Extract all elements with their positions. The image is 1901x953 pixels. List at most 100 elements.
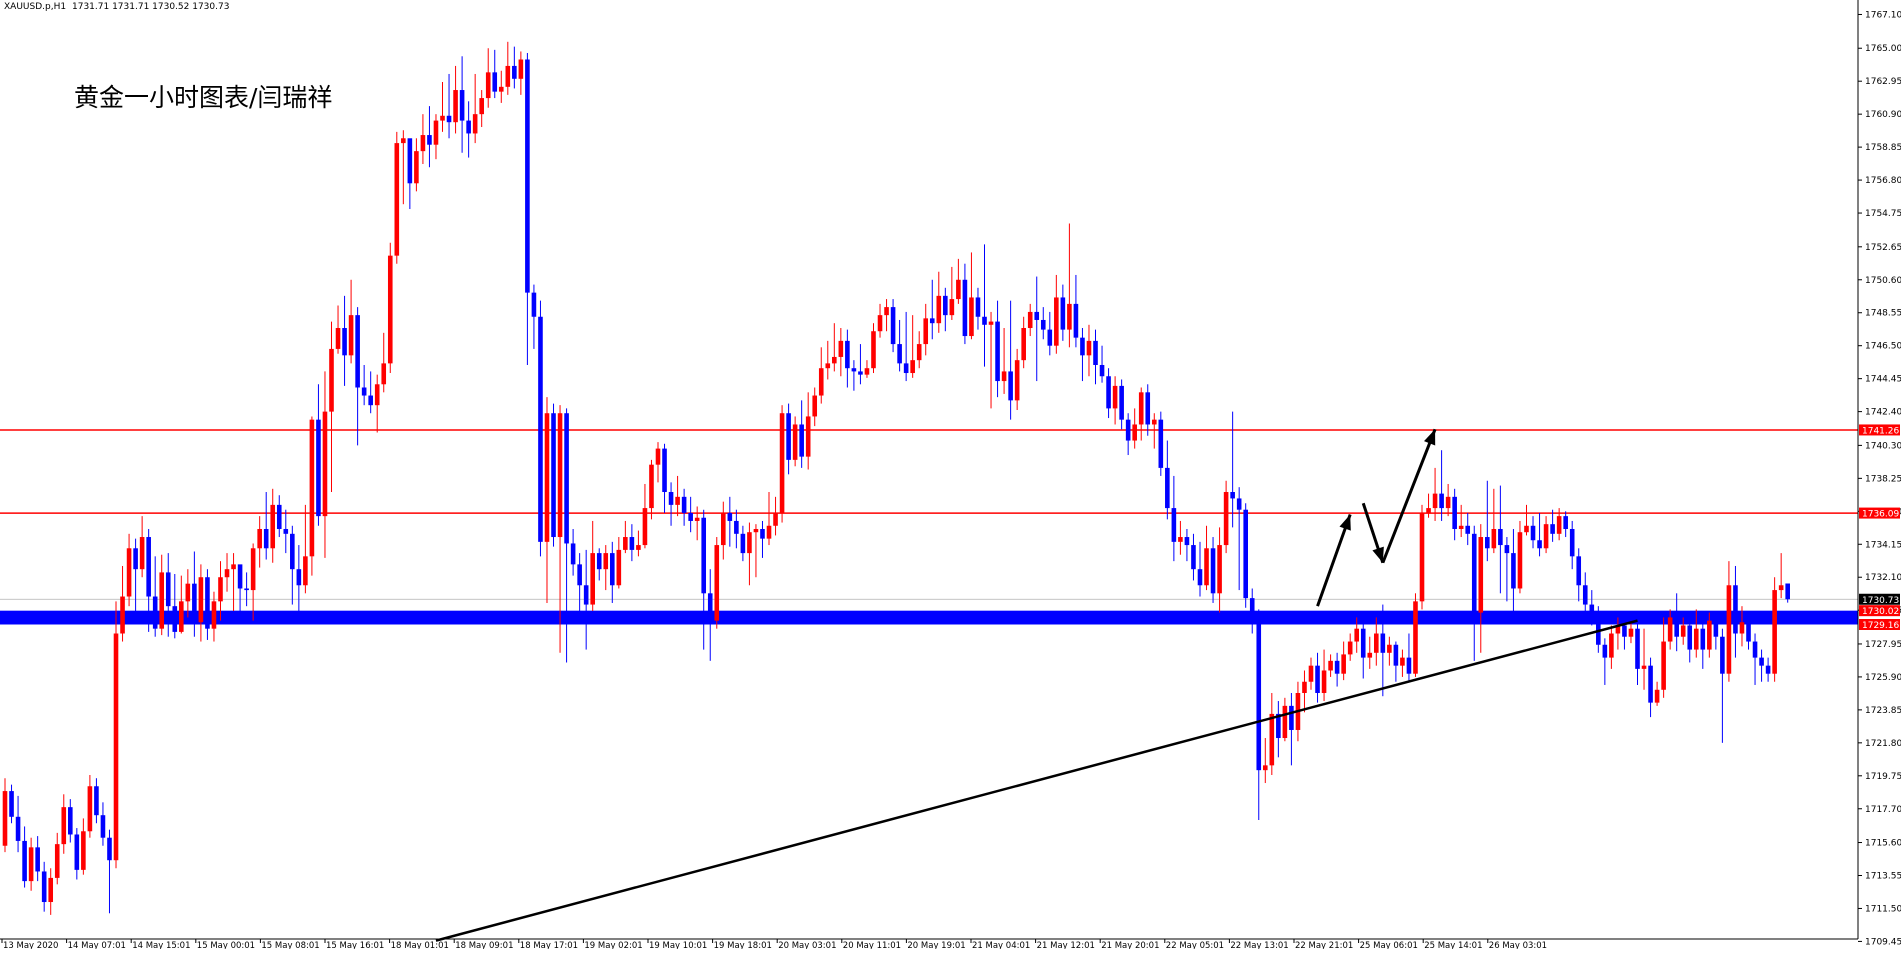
candle-body xyxy=(211,601,217,629)
candle-body xyxy=(675,496,680,505)
price-label-text: 1741.26 xyxy=(1862,426,1899,436)
candle-body xyxy=(655,448,661,465)
candle-body xyxy=(577,564,582,586)
candle-body xyxy=(629,537,635,550)
candle-body xyxy=(1511,553,1516,589)
candle-body xyxy=(1040,319,1046,330)
candle-body xyxy=(1328,660,1333,671)
candle-body xyxy=(1047,329,1053,346)
candle-body xyxy=(1707,620,1712,650)
time-tick-label: 19 May 02:01 xyxy=(584,941,642,949)
price-label-text: 1730.02 xyxy=(1862,607,1899,617)
price-tick-label: 1760.90 xyxy=(1865,110,1901,120)
candle-body xyxy=(1262,765,1268,771)
projection-arrow-target xyxy=(1381,428,1437,564)
price-tick-label: 1727.95 xyxy=(1865,640,1901,650)
candle-body xyxy=(1080,337,1085,356)
price-tick-label: 1750.60 xyxy=(1865,276,1901,286)
candle-body xyxy=(1001,371,1007,382)
candle-body xyxy=(361,387,367,396)
candle-body xyxy=(1713,620,1719,637)
candle-body xyxy=(1674,617,1679,637)
candle-body xyxy=(270,504,276,549)
candle-body xyxy=(113,633,119,861)
candle-body xyxy=(1347,641,1353,655)
time-tick-label: 25 May 06:01 xyxy=(1360,941,1418,949)
candle-body xyxy=(1217,545,1222,594)
candle-body xyxy=(1171,508,1177,542)
time-tick-label: 19 May 10:01 xyxy=(649,941,707,949)
candle-body xyxy=(1413,601,1418,674)
candle-body xyxy=(1014,360,1020,401)
candle-body xyxy=(740,533,746,554)
candle-body xyxy=(988,321,994,325)
candle-body xyxy=(1778,585,1784,591)
price-tick-label: 1754.75 xyxy=(1865,209,1901,219)
candle-body xyxy=(185,583,191,602)
candle-body xyxy=(1067,303,1072,330)
candle-body xyxy=(734,520,739,534)
price-tick-label: 1734.15 xyxy=(1865,540,1901,550)
candle-body xyxy=(1093,340,1098,365)
candle-body xyxy=(329,348,334,412)
price-tick-label: 1742.40 xyxy=(1865,408,1901,418)
candle-body xyxy=(420,135,426,152)
candle-body xyxy=(551,413,556,538)
candle-body xyxy=(1589,604,1595,615)
candle-body xyxy=(721,512,726,546)
candle-body xyxy=(910,360,915,374)
candle-body xyxy=(1452,496,1457,529)
candle-body xyxy=(1165,467,1170,509)
candle-body xyxy=(1726,585,1732,674)
candle-body xyxy=(1628,628,1634,637)
candle-body xyxy=(1073,303,1079,338)
price-tick-label: 1738.25 xyxy=(1865,474,1901,484)
candle-body xyxy=(949,299,955,316)
time-tick-label: 21 May 04:01 xyxy=(972,941,1030,949)
candle-body xyxy=(1223,492,1229,546)
candle-body xyxy=(1334,660,1340,674)
candle-body xyxy=(459,90,465,121)
price-tick-label: 1717.70 xyxy=(1865,805,1901,815)
candle-body xyxy=(120,596,125,634)
candle-body xyxy=(1341,654,1346,674)
candle-body xyxy=(1060,297,1066,330)
candle-body xyxy=(616,549,622,586)
price-tick-label: 1725.90 xyxy=(1865,673,1901,683)
candle-body xyxy=(81,831,86,870)
candle-body xyxy=(825,363,831,369)
candle-body xyxy=(1739,622,1745,634)
candle-body xyxy=(564,413,569,544)
candle-body xyxy=(1197,569,1203,586)
candle-body xyxy=(1530,525,1536,541)
candle-body xyxy=(505,65,511,87)
candle-body xyxy=(916,344,922,361)
candle-body xyxy=(342,328,347,356)
candle-body xyxy=(1230,492,1235,499)
candle-body xyxy=(544,413,550,542)
candle-body xyxy=(15,816,21,841)
candle-body xyxy=(596,553,602,570)
candle-body xyxy=(1158,419,1164,468)
candle-body xyxy=(975,297,981,317)
candle-body xyxy=(492,72,498,92)
candle-body xyxy=(1387,644,1392,653)
candle-body xyxy=(276,504,282,529)
candle-body xyxy=(28,847,34,882)
candle-body xyxy=(590,553,595,605)
candle-body xyxy=(570,543,576,565)
price-label-box xyxy=(1859,424,1900,436)
candle-body xyxy=(583,585,589,605)
candle-body xyxy=(956,279,961,300)
candle-body xyxy=(1569,528,1575,557)
candle-body xyxy=(237,564,243,589)
candle-body xyxy=(1563,516,1568,529)
candle-body xyxy=(250,548,256,591)
candle-body xyxy=(1132,424,1137,441)
candle-body xyxy=(1249,598,1255,618)
candle-body xyxy=(1615,625,1621,634)
candle-body xyxy=(1609,633,1614,658)
candle-body xyxy=(799,424,804,457)
